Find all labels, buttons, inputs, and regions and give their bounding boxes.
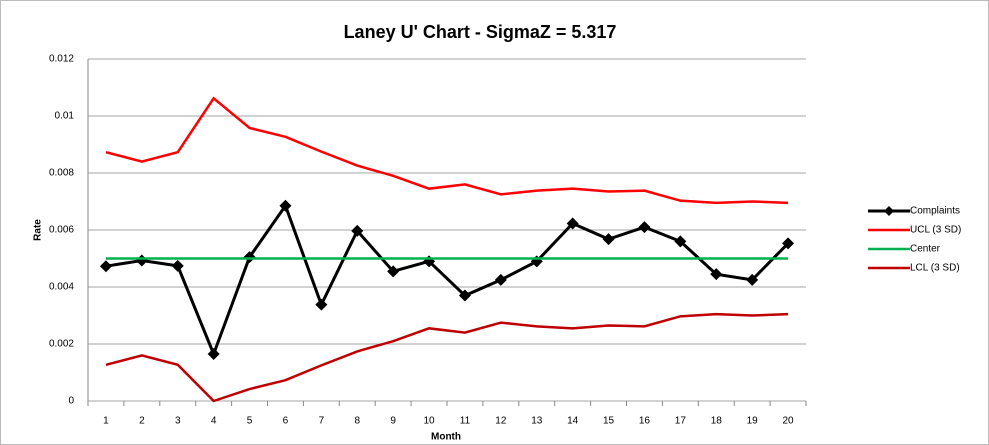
- data-point: [458, 289, 471, 302]
- y-tick-label: 0: [68, 396, 74, 407]
- x-axis-label: Month: [431, 432, 461, 443]
- x-tick-label: 11: [460, 416, 471, 427]
- legend-label: Center: [910, 244, 941, 255]
- legend-label: LCL (3 SD): [910, 263, 960, 274]
- y-tick-label: 0.004: [49, 282, 74, 293]
- x-tick-label: 14: [567, 416, 579, 427]
- y-tick-label: 0.002: [49, 339, 74, 350]
- y-tick-label: 0.012: [49, 54, 74, 65]
- data-point: [387, 265, 400, 278]
- series-line: [105, 202, 790, 359]
- x-tick-label: 4: [211, 416, 217, 427]
- x-tick-label: 1: [103, 416, 109, 427]
- series-line: [105, 96, 789, 205]
- legend-label: Complaints: [910, 206, 960, 217]
- y-tick-label: 0.006: [49, 225, 74, 236]
- x-tick-label: 16: [639, 416, 651, 427]
- chart-title: Laney U' Chart - SigmaZ = 5.317: [344, 22, 617, 42]
- data-point: [674, 235, 687, 248]
- legend-marker: [884, 206, 894, 216]
- data-point: [315, 298, 328, 311]
- x-tick-label: 9: [390, 416, 396, 427]
- legend-label: UCL (3 SD): [910, 225, 961, 236]
- x-tick-label: 19: [747, 416, 759, 427]
- data-point: [494, 273, 507, 286]
- data-point: [171, 259, 184, 272]
- data-point: [746, 273, 759, 286]
- data-point: [99, 260, 112, 273]
- x-tick-label: 2: [139, 416, 145, 427]
- x-tick-label: 3: [175, 416, 181, 427]
- y-tick-label: 0.008: [49, 168, 74, 179]
- x-tick-label: 5: [247, 416, 253, 427]
- data-point: [638, 221, 651, 234]
- data-point: [566, 217, 579, 230]
- x-tick-label: 10: [423, 416, 435, 427]
- data-point: [782, 237, 795, 250]
- series-line: [105, 312, 789, 403]
- data-point: [602, 233, 615, 246]
- x-tick-label: 18: [711, 416, 723, 427]
- x-tick-label: 15: [603, 416, 615, 427]
- x-tick-label: 13: [531, 416, 543, 427]
- y-tick-label: 0.01: [55, 111, 75, 122]
- data-point: [207, 347, 220, 360]
- data-point: [351, 224, 364, 237]
- x-tick-label: 7: [319, 416, 325, 427]
- x-tick-label: 8: [354, 416, 360, 427]
- data-point: [279, 199, 292, 212]
- y-axis-label: Rate: [33, 219, 44, 241]
- x-tick-label: 12: [495, 416, 507, 427]
- data-point: [243, 251, 256, 264]
- x-tick-label: 17: [675, 416, 687, 427]
- x-tick-label: 20: [782, 416, 794, 427]
- data-point: [710, 268, 723, 281]
- x-tick-label: 6: [283, 416, 289, 427]
